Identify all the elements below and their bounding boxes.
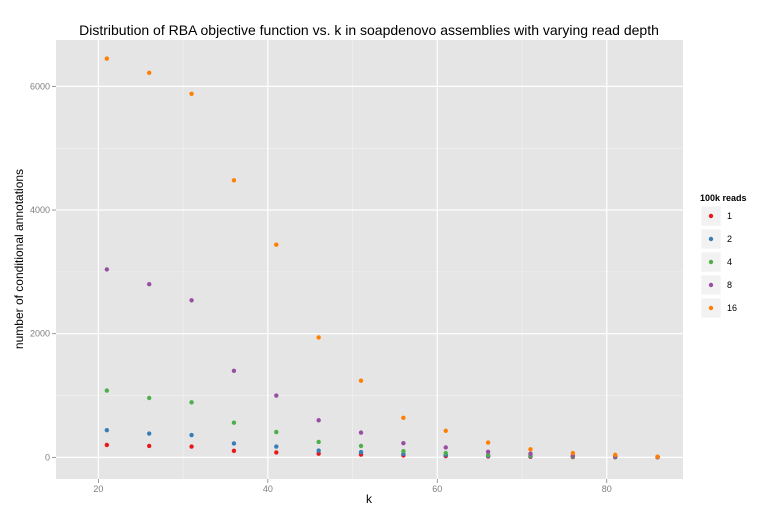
data-point-series-2	[189, 432, 194, 438]
data-point-series-4	[401, 448, 406, 454]
data-point-series-16	[655, 454, 660, 459]
legend-label-2: 2	[727, 234, 732, 244]
data-point-series-16	[443, 428, 448, 433]
data-point-series-2	[231, 441, 237, 446]
data-point-series-16	[189, 91, 194, 96]
data-point-series-1	[231, 448, 237, 454]
legend-label-16: 16	[727, 303, 737, 313]
legend-items: 1 2 4 8 16	[700, 205, 737, 319]
y-tick-label: 6000	[30, 81, 50, 91]
data-point-series-16	[358, 378, 364, 383]
legend-marker-4	[708, 259, 714, 265]
y-tick-label: 0	[45, 452, 50, 462]
data-point-series-4	[485, 452, 491, 458]
legend-title: 100k reads	[700, 193, 747, 203]
data-point-series-4	[104, 388, 110, 393]
data-point-series-2	[274, 444, 279, 449]
data-point-series-2	[358, 449, 364, 455]
data-point-series-1	[316, 451, 321, 456]
data-point-series-16	[613, 452, 618, 458]
data-point-series-1	[189, 444, 194, 449]
legend: 100k reads 1 2 4 8 16	[700, 193, 747, 319]
chart-title: Distribution of RBA objective function v…	[79, 22, 659, 38]
data-point-series-4	[189, 400, 194, 405]
data-point-series-8	[147, 282, 152, 287]
x-tick-label: 20	[93, 484, 103, 494]
data-point-series-16	[528, 447, 533, 452]
data-point-series-4	[358, 443, 364, 449]
legend-marker-2	[708, 236, 714, 242]
legend-marker-1	[708, 213, 714, 219]
data-point-series-16	[485, 440, 491, 445]
data-point-series-2	[316, 448, 321, 453]
data-point-series-2	[104, 427, 110, 433]
legend-label-1: 1	[727, 211, 732, 221]
data-point-series-8	[231, 368, 237, 373]
data-point-series-4	[316, 439, 321, 445]
legend-marker-16	[708, 305, 714, 311]
data-point-series-16	[401, 415, 406, 420]
data-point-series-16	[147, 70, 152, 75]
x-tick-label: 60	[432, 484, 442, 494]
legend-label-8: 8	[727, 280, 732, 290]
data-point-series-16	[570, 450, 576, 456]
data-point-series-1	[104, 442, 110, 448]
legend-marker-8	[708, 282, 714, 288]
data-point-series-1	[274, 450, 279, 455]
data-point-series-8	[358, 430, 364, 435]
data-point-series-2	[147, 431, 152, 436]
data-point-series-8	[528, 451, 533, 456]
x-tick-label: 40	[263, 484, 273, 494]
y-tick-label: 4000	[30, 205, 50, 215]
data-point-series-8	[104, 267, 110, 272]
data-point-series-16	[104, 56, 110, 61]
axis-ticks: 20 40 60 80 0 2000 4000 6000	[30, 81, 612, 494]
data-points	[104, 56, 660, 460]
data-point-series-8	[485, 449, 491, 454]
data-point-series-16	[231, 178, 237, 183]
data-point-series-4	[231, 420, 237, 425]
data-point-series-4	[147, 395, 152, 401]
y-tick-label: 2000	[30, 329, 50, 339]
data-point-series-8	[316, 418, 321, 423]
grid-lines	[56, 40, 683, 479]
data-point-series-1	[147, 443, 152, 449]
data-point-series-4	[274, 429, 279, 435]
data-point-series-8	[189, 298, 194, 303]
legend-label-4: 4	[727, 257, 732, 267]
x-axis-title: k	[366, 492, 373, 506]
plot-panel	[56, 40, 683, 479]
data-point-series-8	[443, 445, 448, 450]
data-point-series-8	[274, 393, 279, 398]
x-tick-label: 80	[602, 484, 612, 494]
y-axis-title: number of conditional annotations	[12, 169, 26, 349]
data-point-series-16	[316, 335, 321, 340]
data-point-series-16	[274, 242, 279, 247]
data-point-series-4	[443, 450, 448, 456]
data-point-series-8	[401, 440, 406, 446]
